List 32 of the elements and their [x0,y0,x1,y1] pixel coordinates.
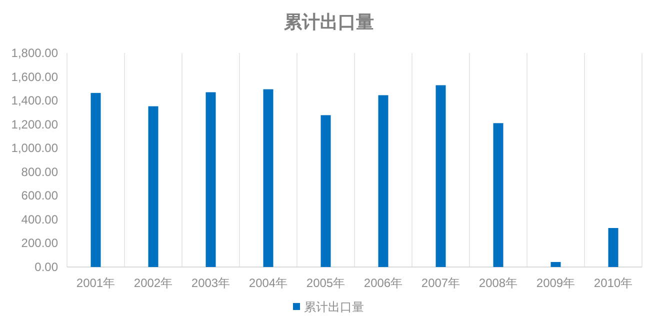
y-tick-label: 1,200.00 [11,117,58,132]
x-tick-label: 2008年 [478,276,518,290]
bar [608,228,618,267]
y-tick-label: 400.00 [21,212,58,226]
bar [320,115,331,267]
x-tick-label: 2006年 [364,276,403,290]
y-tick-label: 1,600.00 [11,70,58,84]
x-tick-label: 2003年 [191,276,230,290]
bar [378,95,388,267]
bar [263,89,274,267]
bar [550,262,561,267]
legend-label: 累计出口量 [304,300,364,314]
y-tick-label: 1,800.00 [11,46,58,60]
bar [148,106,158,267]
y-tick-label: 0.00 [34,260,58,274]
bar [206,92,216,267]
bar [90,92,101,267]
x-tick-label: 2005年 [306,276,346,290]
x-tick-label: 2009年 [536,276,576,290]
y-tick-label: 1,000.00 [11,141,58,156]
x-tick-label: 2004年 [248,276,288,290]
y-tick-label: 1,400.00 [11,94,58,108]
x-tick-label: 2001年 [76,276,116,290]
y-tick-label: 800.00 [21,164,58,179]
x-tick-label: 2010年 [594,276,633,290]
x-tick-label: 2002年 [134,276,173,290]
bar [493,123,504,267]
y-tick-label: 600.00 [21,188,58,203]
y-tick-label: 200.00 [21,236,58,250]
bar [436,85,446,267]
x-tick-label: 2007年 [421,276,460,290]
chart-title: 累计出口量 [283,12,374,32]
